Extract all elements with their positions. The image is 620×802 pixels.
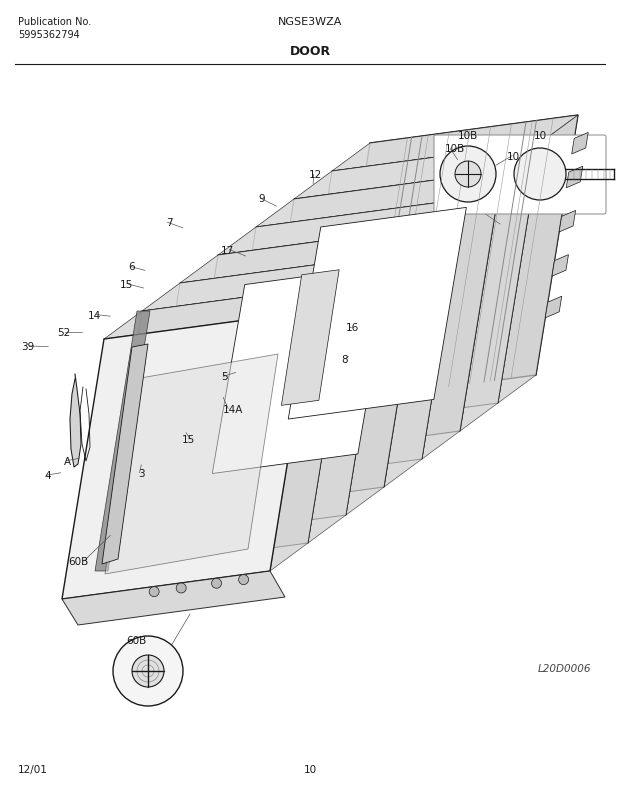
Text: 7: 7 [166,218,172,228]
Text: 15: 15 [120,280,133,290]
Polygon shape [572,133,588,155]
Polygon shape [545,297,562,318]
Text: 10: 10 [303,764,317,774]
Polygon shape [105,354,278,574]
Text: 15: 15 [182,435,195,444]
Circle shape [514,149,566,200]
Polygon shape [256,172,502,228]
Text: 9: 9 [259,194,265,204]
Text: 5: 5 [221,372,228,382]
Polygon shape [422,172,502,460]
Text: 39: 39 [21,342,34,351]
Circle shape [211,578,221,589]
Polygon shape [384,200,464,488]
Polygon shape [308,256,388,543]
Polygon shape [281,270,339,406]
Polygon shape [290,144,540,431]
Polygon shape [138,256,388,543]
Text: DOOR: DOOR [290,45,330,58]
Text: 10: 10 [533,131,547,141]
Circle shape [440,147,496,203]
Text: 12: 12 [309,170,322,180]
Text: A: A [64,456,71,466]
Text: 17: 17 [221,245,234,255]
Text: L20D0006: L20D0006 [538,663,591,673]
Polygon shape [218,200,464,256]
Polygon shape [100,284,350,571]
Text: 60B: 60B [126,635,146,645]
Polygon shape [559,211,575,233]
Text: 14A: 14A [223,404,244,414]
Text: 3: 3 [138,468,144,478]
Text: 10: 10 [507,152,520,161]
Polygon shape [566,167,583,188]
Polygon shape [62,312,312,599]
Text: 6: 6 [128,262,135,272]
Text: 14: 14 [88,310,101,320]
Text: 12/01: 12/01 [18,764,48,774]
Polygon shape [176,228,426,516]
Polygon shape [95,312,150,571]
Circle shape [176,583,186,593]
Circle shape [113,636,183,706]
Polygon shape [142,256,388,312]
Polygon shape [288,209,466,419]
Polygon shape [102,345,148,565]
Polygon shape [270,284,350,571]
Polygon shape [346,228,426,516]
Text: 5995362794: 5995362794 [18,30,80,40]
Polygon shape [460,144,540,431]
Polygon shape [328,115,578,403]
Circle shape [239,575,249,585]
Polygon shape [62,571,285,626]
Text: 8: 8 [341,354,348,364]
Text: 52: 52 [57,328,70,338]
Circle shape [455,162,481,188]
Text: 4: 4 [45,471,51,480]
Polygon shape [212,265,391,474]
Circle shape [149,587,159,597]
Text: Publication No.: Publication No. [18,17,91,27]
Polygon shape [70,375,81,468]
Polygon shape [332,115,578,172]
Text: 60B: 60B [68,557,89,566]
Polygon shape [104,284,350,339]
Text: eReplacementParts.com: eReplacementParts.com [223,423,366,436]
Circle shape [132,655,164,687]
Text: 16: 16 [346,322,359,332]
FancyBboxPatch shape [434,136,606,215]
Polygon shape [252,172,502,460]
Text: NGSE3WZA: NGSE3WZA [278,17,342,27]
Text: 10B: 10B [445,144,466,154]
Polygon shape [180,228,426,284]
Polygon shape [294,144,540,200]
Text: 10B: 10B [458,131,478,141]
Polygon shape [214,200,464,488]
Polygon shape [552,255,569,277]
Polygon shape [498,115,578,403]
